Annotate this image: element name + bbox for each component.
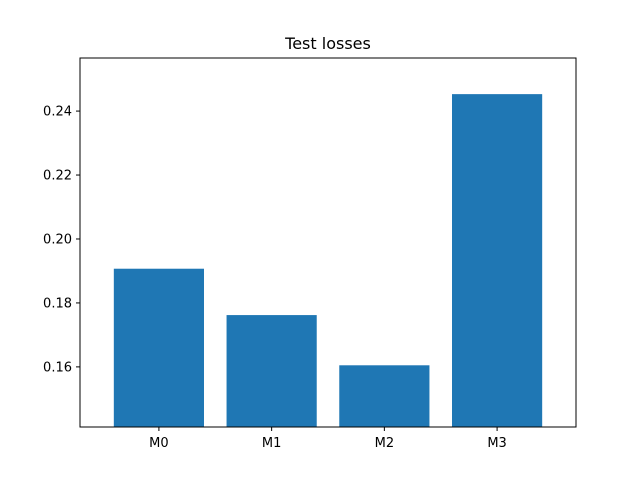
y-tick-label: 0.24 [43,105,72,120]
bar-m0 [113,268,204,427]
y-axis: 0.16 0.18 0.20 0.22 0.24 [43,105,80,375]
y-tick-label: 0.20 [43,232,72,247]
x-tick-label: M2 [375,436,395,451]
x-tick-label: M1 [262,436,282,451]
chart-title: Test losses [284,34,371,53]
y-tick-label: 0.22 [43,169,72,184]
y-tick-label: 0.16 [43,360,72,375]
bars-group [113,94,543,427]
bar-m3 [452,94,543,427]
y-tick-label: 0.18 [43,296,72,311]
plot-frame [79,57,577,428]
bar-m1 [226,315,317,427]
x-tick-label: M0 [149,436,169,451]
x-tick-label: M3 [487,436,507,451]
bar-m2 [339,365,430,427]
x-axis: M0 M1 M2 M3 [149,427,507,451]
